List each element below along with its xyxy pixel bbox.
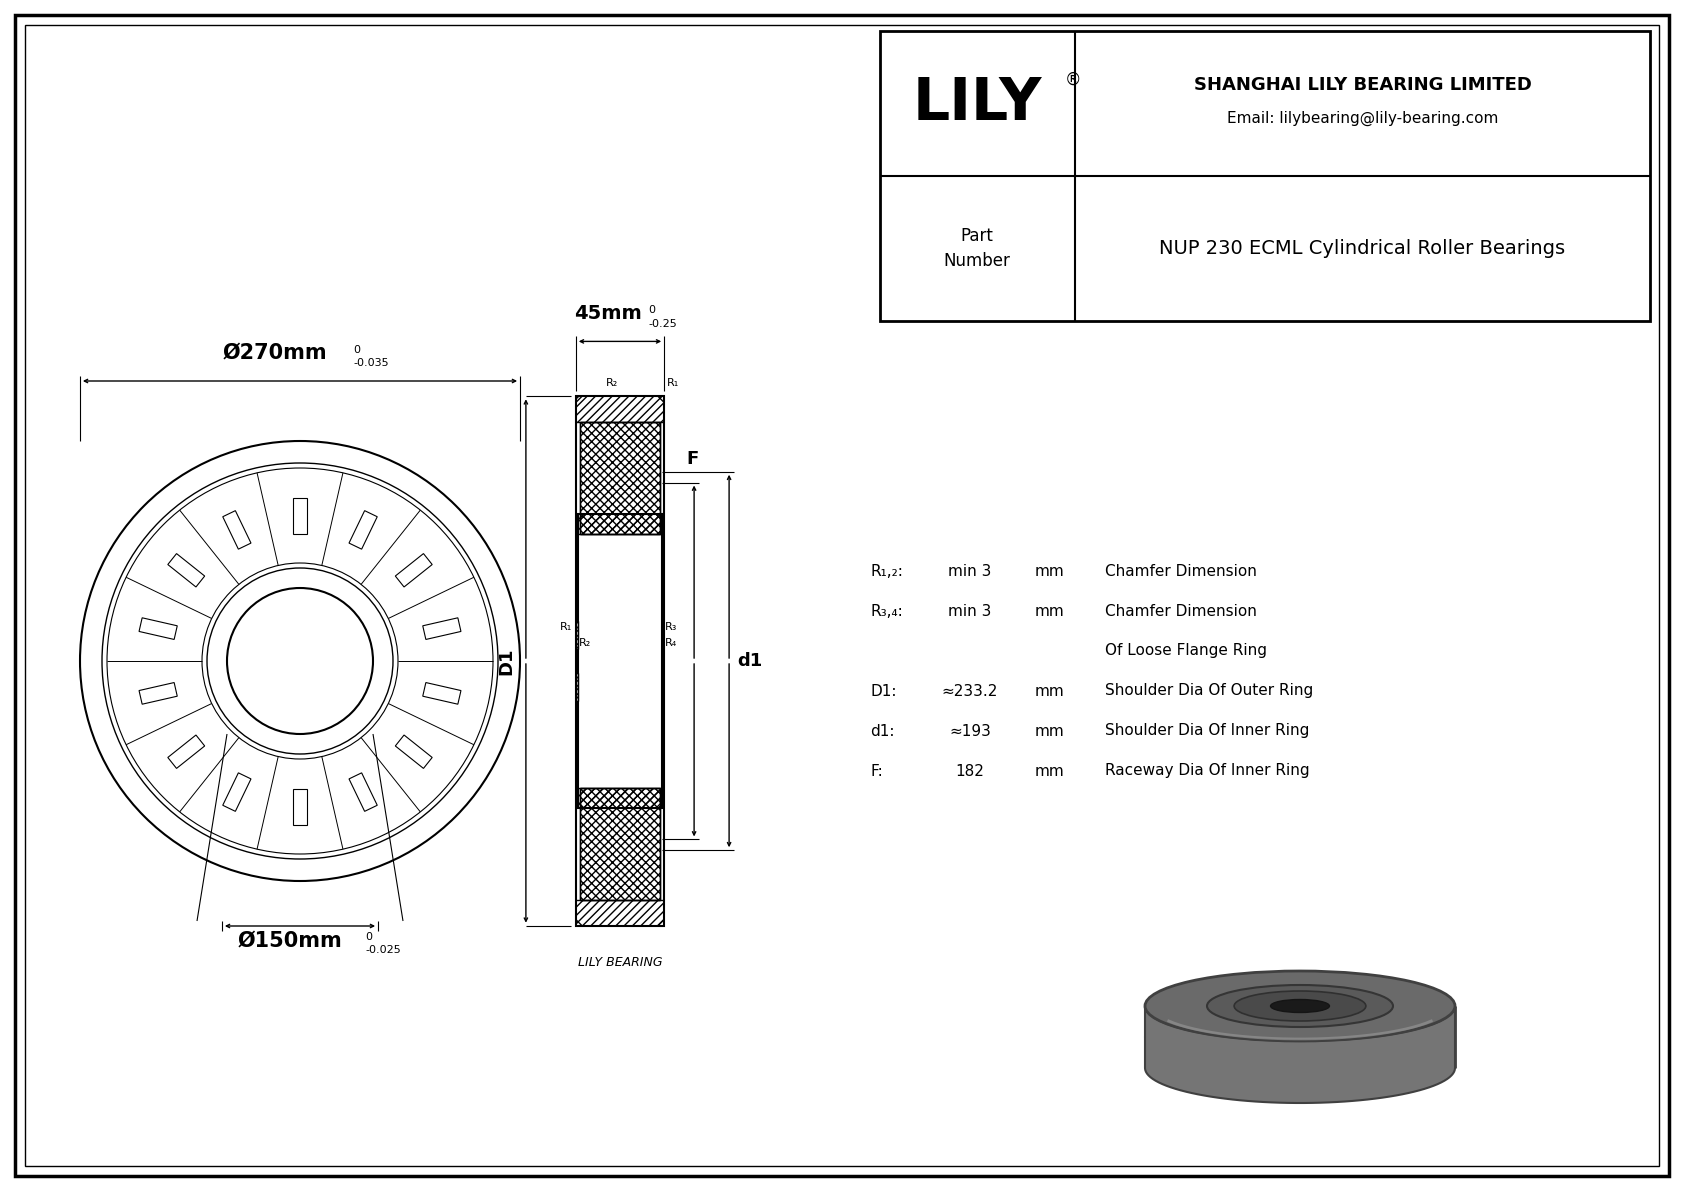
Text: R₃,₄:: R₃,₄: [871,604,903,618]
Text: 0: 0 [365,933,372,942]
Bar [576,899,663,925]
Text: R₁,₂:: R₁,₂: [871,563,903,579]
Ellipse shape [1145,971,1455,1041]
Text: Shoulder Dia Of Outer Ring: Shoulder Dia Of Outer Ring [1105,684,1314,698]
Bar [578,515,662,807]
Text: mm: mm [1036,563,1064,579]
Bar [576,673,578,701]
Bar [579,423,660,534]
Text: Chamfer Dimension: Chamfer Dimension [1105,604,1256,618]
Bar [578,788,662,807]
Bar [576,397,663,423]
Text: -0.025: -0.025 [365,944,401,955]
Text: LILY BEARING: LILY BEARING [578,955,662,968]
Bar [576,397,663,925]
Bar [881,31,1650,322]
Text: NUP 230 ECML Cylindrical Roller Bearings: NUP 230 ECML Cylindrical Roller Bearings [1160,239,1566,258]
Text: LILY: LILY [913,75,1042,132]
Polygon shape [1145,1006,1455,1103]
Bar [579,423,660,534]
Bar [576,621,578,649]
Text: D1: D1 [497,647,515,675]
Text: R₁: R₁ [667,379,679,388]
Ellipse shape [1270,999,1329,1012]
Text: Part
Number: Part Number [943,227,1010,270]
Text: Raceway Dia Of Inner Ring: Raceway Dia Of Inner Ring [1105,763,1310,779]
Text: R₃: R₃ [665,622,677,632]
Text: R₂: R₂ [606,379,618,388]
Text: R₁: R₁ [559,622,573,632]
Text: mm: mm [1036,763,1064,779]
Text: -0.25: -0.25 [648,319,677,330]
Text: ≈233.2: ≈233.2 [941,684,999,698]
Bar [579,788,660,899]
Text: ®: ® [1064,70,1081,88]
Text: 0: 0 [648,305,655,316]
Text: -0.035: -0.035 [354,358,389,368]
Text: R₄: R₄ [665,638,677,648]
Text: Of Loose Flange Ring: Of Loose Flange Ring [1105,643,1266,659]
Text: SHANGHAI LILY BEARING LIMITED: SHANGHAI LILY BEARING LIMITED [1194,76,1531,94]
Ellipse shape [1234,991,1366,1021]
Text: Ø150mm: Ø150mm [237,931,342,950]
Text: d1: d1 [738,651,763,671]
Text: Chamfer Dimension: Chamfer Dimension [1105,563,1256,579]
Ellipse shape [1145,1002,1455,1072]
Text: R₂: R₂ [579,638,591,648]
Text: 0: 0 [354,345,360,355]
Text: ≈193: ≈193 [950,723,990,738]
Text: F: F [685,450,699,468]
Text: Email: lilybearing@lily-bearing.com: Email: lilybearing@lily-bearing.com [1228,111,1499,126]
Bar [579,788,660,899]
Text: Ø270mm: Ø270mm [222,343,327,363]
Text: F:: F: [871,763,882,779]
Text: min 3: min 3 [948,604,992,618]
Text: Shoulder Dia Of Inner Ring: Shoulder Dia Of Inner Ring [1105,723,1310,738]
Bar [578,515,662,534]
Text: 45mm: 45mm [574,305,642,324]
Text: min 3: min 3 [948,563,992,579]
Text: mm: mm [1036,684,1064,698]
Text: d1:: d1: [871,723,894,738]
Text: mm: mm [1036,604,1064,618]
Text: D1:: D1: [871,684,896,698]
Text: 182: 182 [955,763,985,779]
Text: mm: mm [1036,723,1064,738]
Ellipse shape [1207,985,1393,1027]
